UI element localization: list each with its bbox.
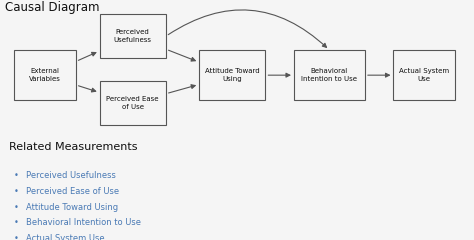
Text: Actual System Use: Actual System Use bbox=[26, 234, 105, 240]
Text: •: • bbox=[14, 171, 19, 180]
Text: Attitude Toward Using: Attitude Toward Using bbox=[26, 203, 118, 212]
Text: Perceived Usefulness: Perceived Usefulness bbox=[26, 171, 116, 180]
Text: Related Measurements: Related Measurements bbox=[9, 142, 138, 152]
Text: •: • bbox=[14, 234, 19, 240]
Text: •: • bbox=[14, 203, 19, 212]
FancyBboxPatch shape bbox=[393, 50, 455, 100]
Text: •: • bbox=[14, 187, 19, 196]
Text: Behavioral Intention to Use: Behavioral Intention to Use bbox=[26, 218, 141, 227]
Text: Perceived Ease of Use: Perceived Ease of Use bbox=[26, 187, 119, 196]
Text: •: • bbox=[14, 218, 19, 227]
Text: External
Variables: External Variables bbox=[29, 68, 61, 82]
FancyBboxPatch shape bbox=[100, 81, 166, 125]
FancyBboxPatch shape bbox=[294, 50, 365, 100]
FancyBboxPatch shape bbox=[199, 50, 265, 100]
FancyBboxPatch shape bbox=[100, 14, 166, 59]
Text: Behavioral
Intention to Use: Behavioral Intention to Use bbox=[301, 68, 357, 82]
Text: Perceived
Usefulness: Perceived Usefulness bbox=[114, 29, 152, 43]
Text: Actual System
Use: Actual System Use bbox=[399, 68, 449, 82]
FancyBboxPatch shape bbox=[14, 50, 76, 100]
Text: Perceived Ease
of Use: Perceived Ease of Use bbox=[107, 96, 159, 110]
Text: Causal Diagram: Causal Diagram bbox=[5, 1, 99, 14]
Text: Attitude Toward
Using: Attitude Toward Using bbox=[205, 68, 260, 82]
